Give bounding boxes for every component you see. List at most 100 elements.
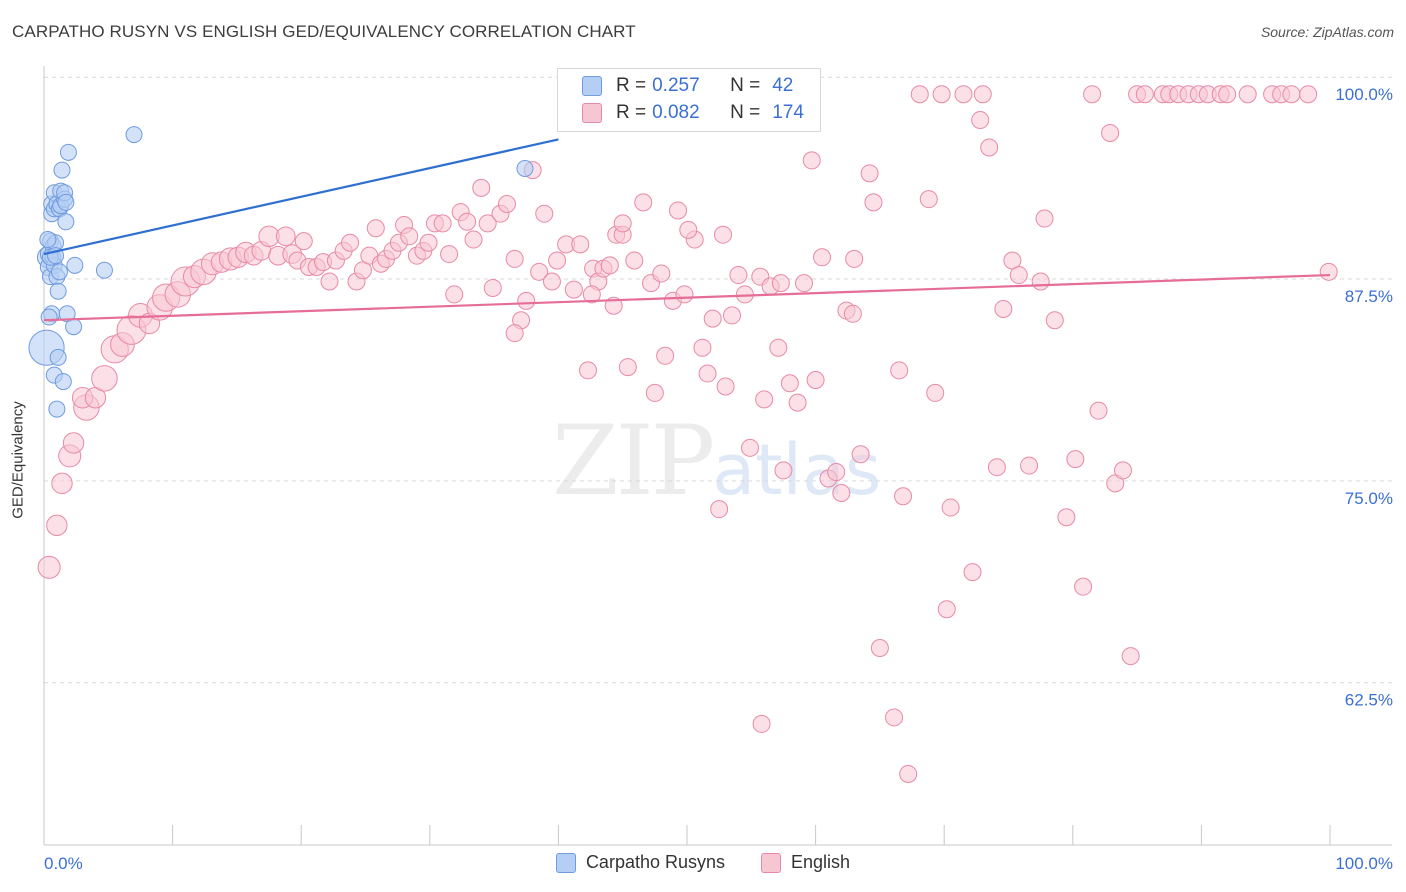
data-point-english — [1066, 450, 1085, 469]
legend-n-value: 174 — [772, 102, 804, 123]
legend-swatch-pink — [582, 103, 602, 123]
data-point-carpatho — [48, 400, 66, 418]
data-point-english — [472, 178, 491, 197]
data-point-english — [1020, 456, 1039, 475]
data-point-english — [894, 487, 913, 506]
legend-n-label: N = — [730, 102, 761, 123]
data-point-english — [870, 639, 889, 658]
bottom-legend-label: English — [791, 852, 851, 872]
data-point-english — [613, 214, 632, 233]
data-point-carpatho — [57, 193, 75, 211]
data-point-english — [1319, 262, 1338, 281]
data-point-carpatho — [516, 159, 534, 177]
bottom-legend-swatch-blue — [555, 852, 576, 873]
data-point-english — [445, 285, 464, 304]
data-point-english — [600, 256, 619, 275]
data-point-english — [548, 251, 567, 270]
bottom-legend-label: Carpatho Rusyns — [585, 852, 726, 872]
data-point-english — [864, 193, 883, 212]
x-tick-label: 100.0% — [1335, 854, 1393, 873]
data-point-english — [752, 714, 771, 733]
data-point-english — [926, 383, 945, 402]
data-point-english — [634, 193, 653, 212]
data-point-english — [91, 365, 118, 392]
data-point-english — [464, 230, 483, 249]
data-point-english — [618, 358, 637, 377]
data-point-carpatho — [50, 263, 68, 281]
legend-r-value: 0.082 — [652, 102, 700, 123]
tick-labels: 100.0% 87.5% 75.0% 62.5% 0.0% 100.0% — [44, 85, 1393, 873]
data-point-english — [625, 251, 644, 270]
trend-line-english — [43, 273, 1331, 322]
data-point-carpatho — [125, 126, 143, 144]
data-point-english — [899, 764, 918, 783]
data-point-english — [341, 233, 360, 252]
data-point-english — [994, 299, 1013, 318]
data-point-english — [710, 500, 729, 519]
data-point-english — [851, 445, 870, 464]
data-point-english — [1031, 272, 1050, 291]
data-point-english — [275, 226, 296, 247]
data-point-carpatho — [54, 373, 72, 391]
bottom-legend-english: English — [761, 852, 850, 873]
axes — [43, 66, 1392, 846]
watermark-atlas: atlas — [712, 429, 882, 511]
data-point-english — [542, 272, 561, 291]
data-point-english — [458, 212, 477, 231]
data-point-english — [320, 272, 339, 291]
data-point-english — [1299, 85, 1318, 104]
data-point-english — [971, 111, 990, 130]
data-point-english — [505, 249, 524, 268]
data-point-english — [497, 195, 516, 214]
data-point-carpatho — [66, 256, 84, 274]
data-point-english — [890, 361, 909, 380]
data-point-english — [788, 393, 807, 412]
data-point-english — [806, 371, 825, 389]
data-point-english — [885, 708, 904, 727]
data-point-english — [578, 361, 597, 380]
y-tick-label: 62.5% — [1345, 691, 1393, 710]
data-point-english — [564, 280, 583, 299]
legend-n-value: 42 — [772, 75, 794, 96]
legend-box: R = 0.257 N = 42 R = 0.082 N = 174 — [557, 68, 821, 132]
data-point-english — [802, 151, 821, 170]
data-point-english — [1009, 266, 1028, 285]
data-point-english — [973, 85, 992, 104]
data-point-english — [771, 274, 790, 293]
data-point-english — [769, 338, 788, 357]
grid-lines — [44, 76, 1392, 684]
data-point-english — [675, 285, 694, 304]
data-point-english — [832, 484, 851, 503]
data-point-english — [980, 138, 999, 157]
data-point-carpatho — [57, 213, 75, 231]
data-point-carpatho — [53, 161, 71, 179]
data-point-english — [645, 383, 664, 402]
data-point-english — [910, 85, 929, 104]
data-point-english — [860, 164, 879, 183]
data-point-english — [1135, 85, 1154, 104]
data-point-english — [741, 438, 760, 457]
chart-title: CARPATHO RUSYN VS ENGLISH GED/EQUIVALENC… — [12, 22, 636, 41]
data-point-carpatho — [59, 143, 77, 161]
data-point-english — [780, 374, 799, 393]
bottom-legend-carpatho: Carpatho Rusyns — [555, 852, 726, 873]
data-point-english — [62, 432, 85, 454]
data-point-english — [37, 555, 61, 579]
data-point-carpatho — [40, 308, 58, 326]
data-point-english — [46, 514, 68, 537]
data-point-english — [51, 472, 73, 495]
data-point-english — [963, 563, 982, 582]
watermark-zip: ZIP — [552, 405, 715, 517]
data-point-english — [530, 262, 549, 281]
data-point-english — [919, 190, 938, 209]
data-point-english — [668, 201, 687, 220]
bottom-legend: Carpatho Rusyns English — [0, 852, 1406, 873]
data-point-english — [571, 235, 590, 254]
data-point-english — [517, 291, 536, 310]
data-point-english — [656, 346, 675, 365]
data-point-english — [941, 498, 960, 517]
data-point-english — [937, 600, 956, 619]
data-point-english — [1035, 209, 1054, 228]
data-point-english — [652, 264, 671, 283]
